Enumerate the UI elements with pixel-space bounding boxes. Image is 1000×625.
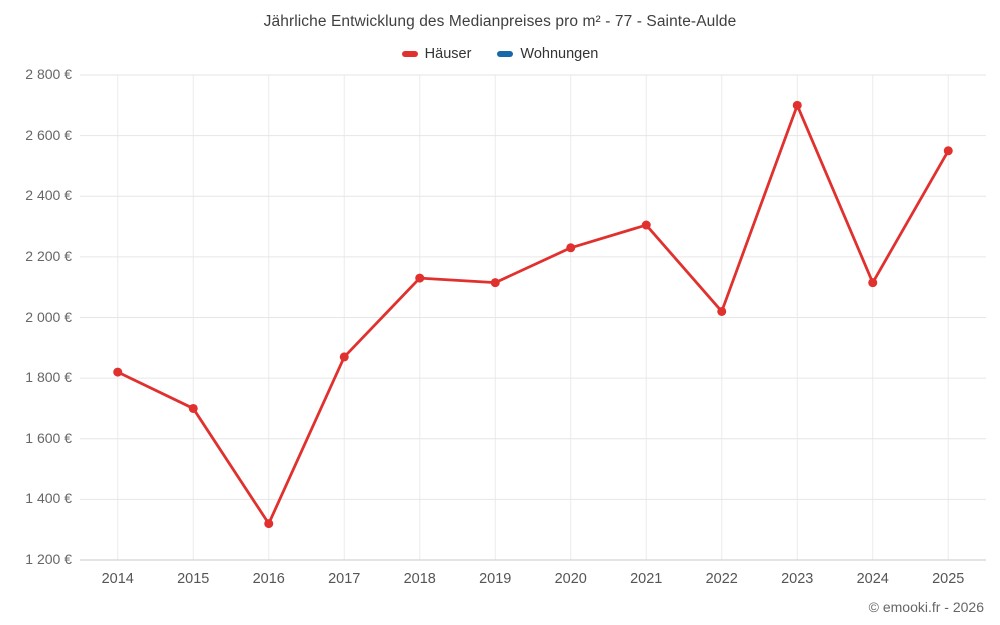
legend-item-wohnungen[interactable]: Wohnungen [497,46,598,62]
x-axis-tick-label: 2021 [630,571,663,587]
data-point-marker[interactable] [490,278,500,288]
y-axis-tick-label: 2 400 € [25,187,72,204]
legend-label-wohnungen: Wohnungen [520,46,599,62]
series-marker-icon [497,51,514,57]
x-axis-tick-label: 2015 [177,571,210,587]
y-axis-tick-label: 2 800 € [25,66,72,82]
y-axis-tick-label: 1 400 € [25,490,72,507]
legend-item-haeuser[interactable]: Häuser [401,46,472,62]
data-point-marker[interactable] [264,519,274,529]
series-marker-icon [401,51,418,57]
x-axis-tick-label: 2025 [932,571,965,587]
legend-label-haeuser: Häuser [424,46,472,62]
y-axis-tick-label: 1 600 € [25,429,72,446]
data-point-marker[interactable] [792,100,802,110]
x-axis-tick-label: 2020 [554,571,587,587]
data-point-marker[interactable] [113,367,123,377]
copyright-text: © emooki.fr - 2026 [868,599,984,615]
y-axis-tick-label: 2 000 € [25,308,72,325]
x-axis-tick-label: 2019 [479,571,512,587]
data-point-marker[interactable] [339,352,349,362]
data-point-marker[interactable] [566,243,576,253]
data-point-marker[interactable] [717,306,727,316]
y-axis-tick-label: 2 600 € [25,126,72,143]
x-axis-tick-label: 2014 [101,571,134,587]
data-point-marker[interactable] [943,146,953,156]
x-axis-tick-label: 2024 [856,571,889,587]
x-axis-tick-label: 2018 [403,571,436,587]
data-point-marker[interactable] [188,403,198,413]
y-axis-tick-label: 2 200 € [25,247,72,264]
x-axis-tick-label: 2016 [252,571,285,587]
y-axis-tick-label: 1 800 € [25,369,72,386]
data-point-marker[interactable] [641,220,651,230]
x-axis-tick-label: 2017 [328,571,361,587]
data-point-marker[interactable] [868,278,878,288]
y-axis-tick-label: 1 200 € [25,551,72,567]
legend: Häuser Wohnungen [0,46,1000,62]
series-line-0 [116,103,950,526]
data-point-marker[interactable] [415,273,425,283]
x-axis-tick-label: 2023 [781,571,814,587]
chart-title: Jährliche Entwicklung des Medianpreises … [263,13,737,30]
x-axis-tick-label: 2022 [705,571,738,587]
